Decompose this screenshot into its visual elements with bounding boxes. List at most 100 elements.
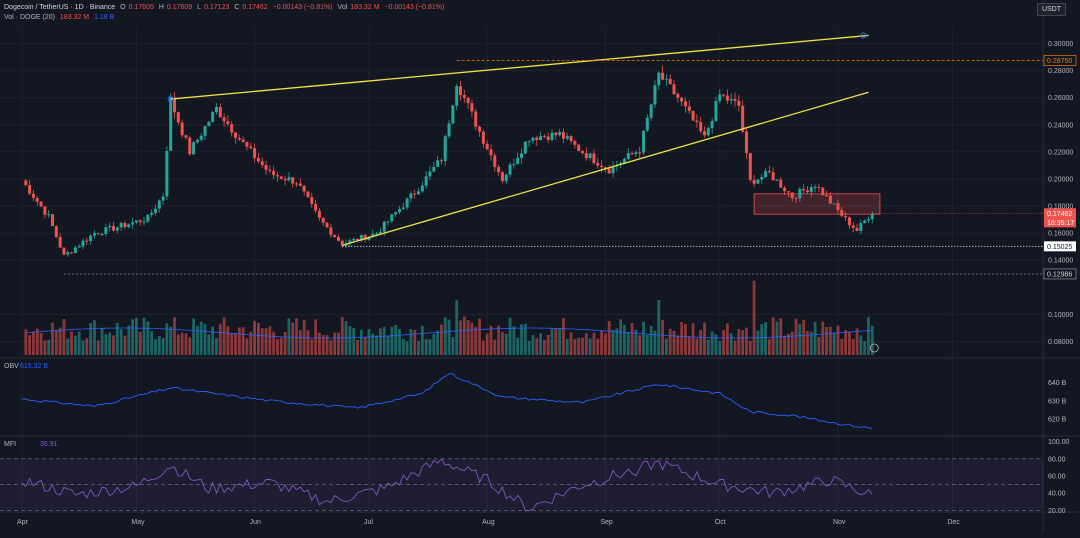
volume-bar xyxy=(165,323,169,355)
candle-body xyxy=(371,233,375,237)
volume-bar xyxy=(211,326,215,355)
candle-body xyxy=(520,153,524,158)
volume-bar xyxy=(806,330,809,355)
volume-bar xyxy=(127,325,131,355)
volume-bar xyxy=(859,335,863,355)
candle-body xyxy=(725,95,729,101)
volume-bar xyxy=(619,319,623,355)
wedge-trendline xyxy=(342,91,869,246)
volume-bar xyxy=(230,332,234,355)
candle-body xyxy=(234,132,238,138)
o-value: 0.17605 xyxy=(128,4,154,11)
symbol-header: Dogecoin / TetherUS · 1D · Binance O 0.17… xyxy=(4,4,447,11)
candle-body xyxy=(409,193,413,199)
volume-bar xyxy=(115,323,119,355)
volume-bar xyxy=(603,333,607,355)
volume-bar xyxy=(73,335,77,355)
volume-bar xyxy=(138,331,142,355)
volume-bar xyxy=(386,335,390,355)
candle-body xyxy=(722,94,726,96)
volume-bar xyxy=(722,330,725,355)
price-label-box xyxy=(1044,241,1076,252)
candle-body xyxy=(363,235,367,240)
volume-bar xyxy=(550,328,554,355)
volume-bar xyxy=(195,325,199,355)
volume-bar xyxy=(741,330,745,355)
volume-bar xyxy=(577,337,581,355)
volume-bar xyxy=(337,332,340,355)
candle-body xyxy=(81,240,85,247)
candle-body xyxy=(432,166,436,172)
candle-body xyxy=(188,137,192,155)
price-label-text: 0.17462 xyxy=(1047,211,1072,218)
volume-bar xyxy=(493,339,497,355)
candle-body xyxy=(161,196,165,201)
candle-body xyxy=(626,153,630,159)
volume-bar xyxy=(226,326,230,355)
volume-bar xyxy=(32,331,35,355)
volume-bar xyxy=(649,326,653,355)
candle-body xyxy=(356,238,360,241)
candle-body xyxy=(226,121,230,125)
volume-bar xyxy=(54,329,58,355)
candle-body xyxy=(478,126,482,132)
volume-bar xyxy=(501,332,504,355)
candle-body xyxy=(203,126,207,136)
candle-body xyxy=(390,214,394,222)
volume-bar xyxy=(695,338,699,355)
price-tick-label: 0.22000 xyxy=(1048,149,1073,156)
candle-body xyxy=(241,139,245,143)
candle-body xyxy=(291,177,295,184)
candle-body xyxy=(638,152,642,154)
candle-body xyxy=(150,212,154,215)
volume-bar xyxy=(176,334,180,355)
currency-button[interactable]: USDT xyxy=(1036,3,1066,16)
volume-bar xyxy=(462,316,466,355)
c-label: C xyxy=(234,4,240,11)
volume-bar xyxy=(718,341,722,355)
volume-bar xyxy=(508,317,512,355)
volume-bar xyxy=(123,335,127,355)
mfi-value: 36.91 xyxy=(40,441,58,448)
volume-bar xyxy=(394,324,398,355)
candle-body xyxy=(302,185,306,192)
volume-bar xyxy=(131,319,134,355)
mfi-tick-label: 40.00 xyxy=(1048,491,1066,498)
candle-body xyxy=(664,78,668,80)
candle-body xyxy=(748,153,752,180)
volume-bar xyxy=(764,322,767,355)
volume-bar xyxy=(409,329,413,355)
volume-bar xyxy=(809,331,813,355)
volume-bar xyxy=(748,340,752,355)
candle-body xyxy=(695,120,699,122)
volume-bar xyxy=(234,332,237,355)
candle-body xyxy=(542,136,546,138)
volume-bar xyxy=(535,338,539,355)
candle-body xyxy=(35,197,39,202)
volume-bar xyxy=(546,334,550,355)
vol-indicator-value: 183.32 M xyxy=(59,14,90,21)
candle-body xyxy=(699,121,703,132)
volume-bar xyxy=(359,329,363,355)
change-value: −0.00143 (−0.81%) xyxy=(272,4,333,11)
candle-body xyxy=(771,172,775,181)
candle-body xyxy=(260,161,264,166)
candle-body xyxy=(245,142,249,147)
candle-body xyxy=(596,163,600,166)
candle-body xyxy=(253,148,257,159)
candle-body xyxy=(195,139,199,143)
candle-body xyxy=(62,247,66,255)
volume-bar xyxy=(737,328,741,355)
volume-bar xyxy=(306,330,310,355)
volume-bar xyxy=(588,338,592,355)
volume-bar xyxy=(497,325,501,355)
price-tick-label: 0.28000 xyxy=(1048,68,1073,75)
candle-body xyxy=(825,195,829,197)
volume-bar xyxy=(375,335,379,355)
volume-bar xyxy=(584,333,588,355)
volume-bar xyxy=(241,327,245,355)
candle-body xyxy=(108,225,112,228)
candle-body xyxy=(645,117,649,131)
